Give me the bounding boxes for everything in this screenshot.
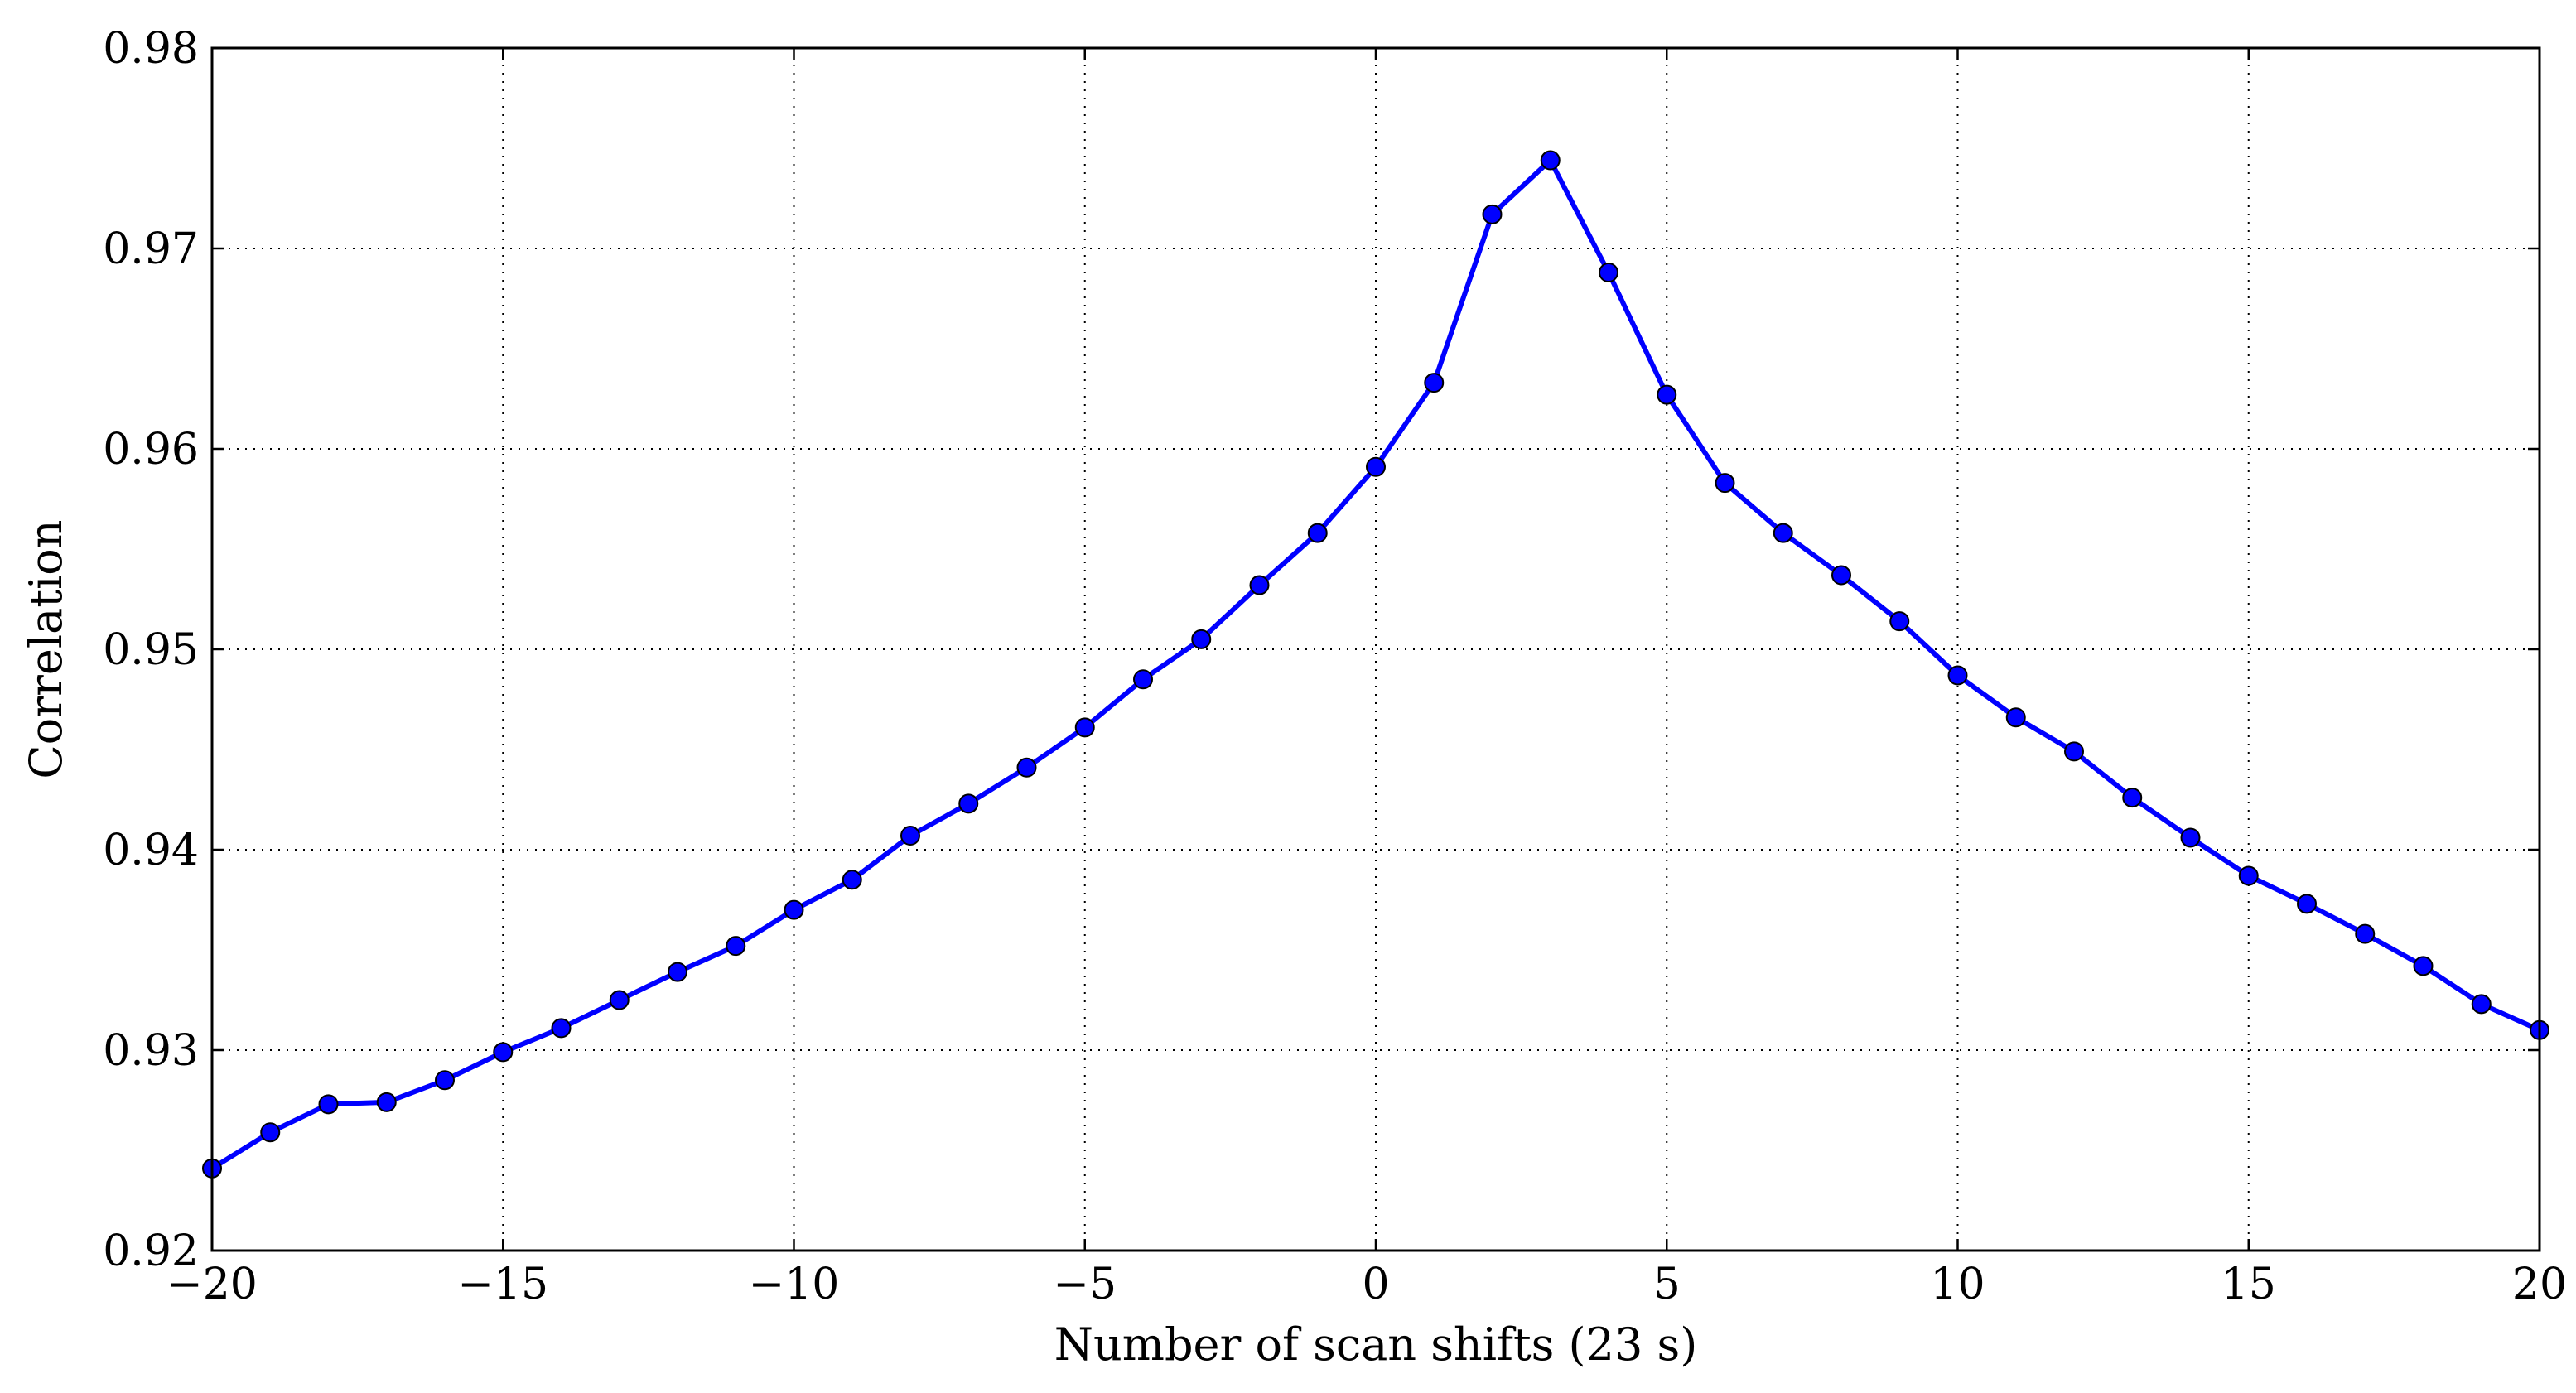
data-point xyxy=(2180,827,2201,848)
data-point xyxy=(493,1042,514,1063)
data-point xyxy=(1074,717,1095,738)
data-point xyxy=(2005,707,2026,728)
data-point xyxy=(1599,263,1618,283)
y-tick-label: 0.96 xyxy=(103,425,199,475)
data-point xyxy=(1482,204,1503,224)
data-point xyxy=(784,899,804,920)
data-point xyxy=(376,1092,397,1112)
grid-layer xyxy=(212,48,2540,1251)
data-point xyxy=(1249,575,1270,595)
x-tick-label: −10 xyxy=(749,1260,840,1309)
data-point xyxy=(2413,956,2434,976)
x-tick-label: 10 xyxy=(1930,1260,1985,1309)
data-point xyxy=(1133,669,1153,690)
data-point xyxy=(1889,611,1910,632)
data-point xyxy=(435,1070,455,1091)
x-tick-label: 5 xyxy=(1653,1260,1681,1309)
data-point xyxy=(260,1122,281,1143)
x-tick-label: −20 xyxy=(166,1260,258,1309)
data-point xyxy=(2122,788,2143,808)
data-point xyxy=(2471,994,2492,1015)
data-point xyxy=(668,962,687,982)
data-point xyxy=(842,870,862,890)
x-tick-label: −5 xyxy=(1053,1260,1117,1309)
data-point xyxy=(1307,523,1328,543)
data-point xyxy=(726,936,746,957)
x-axis-label: Number of scan shifts (23 s) xyxy=(1054,1318,1698,1371)
x-tick-label: 20 xyxy=(2512,1260,2567,1309)
y-tick-label: 0.93 xyxy=(103,1026,199,1076)
data-point xyxy=(1947,665,1968,686)
series-layer xyxy=(202,150,2549,1179)
y-axis-label: Correlation xyxy=(20,519,72,778)
data-point xyxy=(551,1018,572,1039)
data-point xyxy=(318,1094,339,1115)
x-tick-label: 15 xyxy=(2221,1260,2276,1309)
data-point xyxy=(1366,456,1386,477)
data-point xyxy=(1191,629,1212,649)
data-point xyxy=(958,793,979,814)
data-point xyxy=(1540,150,1561,171)
data-point xyxy=(1016,757,1037,778)
data-point xyxy=(1657,384,1677,405)
y-tick-label: 0.92 xyxy=(103,1227,199,1276)
data-point xyxy=(2064,741,2084,762)
y-tick-label: 0.94 xyxy=(103,826,199,875)
x-tick-label: −15 xyxy=(457,1260,548,1309)
data-point xyxy=(1424,373,1445,393)
data-point xyxy=(2238,865,2259,886)
data-point xyxy=(609,990,630,1010)
y-tick-label: 0.98 xyxy=(103,24,199,74)
y-tick-label: 0.97 xyxy=(103,224,199,274)
data-point xyxy=(1831,565,1851,586)
y-tick-label: 0.95 xyxy=(103,625,199,675)
data-point xyxy=(900,826,920,846)
data-point xyxy=(2297,894,2317,914)
x-tick-label: 0 xyxy=(1362,1260,1389,1309)
data-point xyxy=(2355,923,2376,944)
data-point xyxy=(1773,523,1793,543)
tick-layer: −20 −15 −10 −5 0 5 10 15 20 0.92 0.93 0.94 0.95 0.96 0… xyxy=(103,24,2567,1309)
data-point xyxy=(1715,473,1735,494)
